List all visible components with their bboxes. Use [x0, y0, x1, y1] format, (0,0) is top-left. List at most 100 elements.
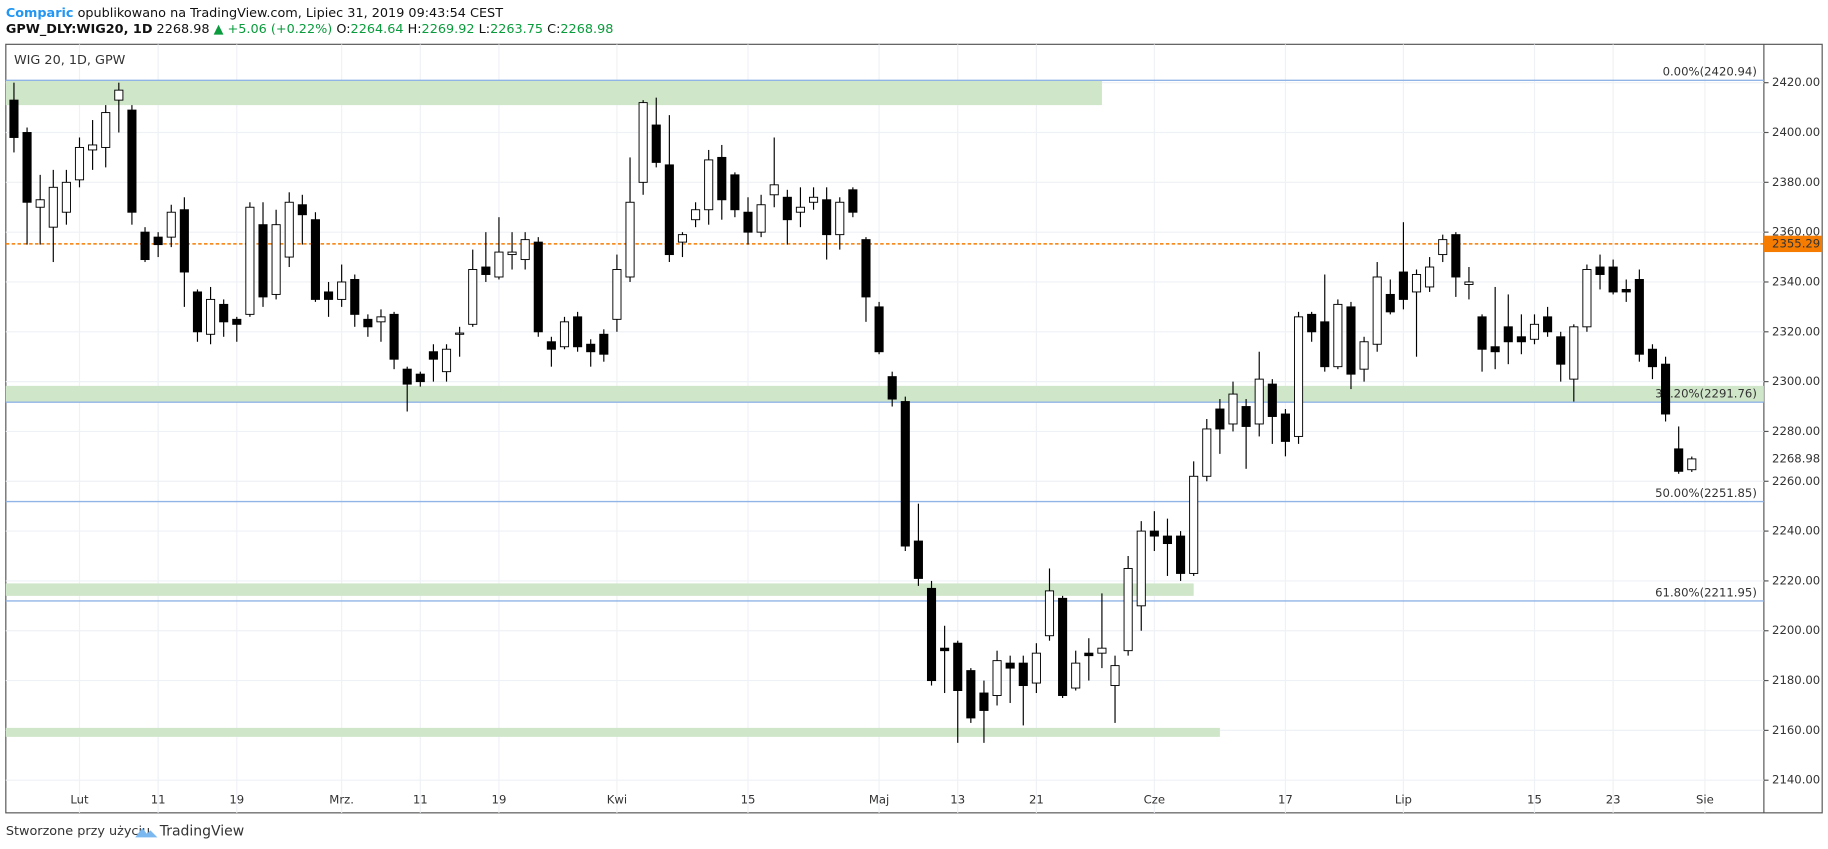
candle-body — [743, 211, 753, 233]
candle-body — [1608, 266, 1618, 293]
chart-title: WIG 20, 1D, GPW — [14, 53, 126, 68]
candle-body — [677, 234, 688, 243]
candle-body — [1149, 530, 1159, 537]
candle-body — [1110, 665, 1120, 687]
last: 2268.98 — [157, 22, 210, 37]
candle-body — [769, 184, 779, 196]
candle-body — [310, 219, 320, 300]
candle-body — [61, 181, 71, 213]
y-tick-label: 2320.00 — [1772, 324, 1820, 338]
zone — [5, 727, 1220, 737]
candle-body — [1136, 530, 1146, 607]
candle-body — [1477, 316, 1487, 350]
candle-body — [651, 124, 661, 163]
footer-brand[interactable]: TradingView — [159, 824, 244, 840]
x-tick-label: 13 — [950, 793, 965, 807]
zone — [5, 385, 1764, 402]
candle-body — [271, 224, 281, 295]
candle-body — [1647, 348, 1658, 368]
x-tick-label: 21 — [1029, 793, 1044, 807]
candle-body — [415, 373, 425, 383]
candle-body — [1097, 647, 1107, 654]
candle-body — [822, 199, 832, 236]
y-tick-label: 2260.00 — [1772, 474, 1820, 488]
candle-body — [1293, 316, 1304, 437]
candle-body — [953, 642, 963, 691]
h: 2269.92 — [422, 22, 475, 37]
candle-body — [1490, 346, 1500, 353]
author[interactable]: Comparic — [6, 5, 74, 20]
candle-body — [114, 89, 124, 101]
candle-body — [887, 376, 897, 400]
o: 2264.64 — [351, 22, 404, 37]
candle-body — [363, 318, 373, 328]
candle-body — [1595, 266, 1605, 275]
x-tick-label: Sie — [1696, 793, 1714, 807]
candle-body — [1503, 326, 1513, 343]
candle-body — [1411, 274, 1422, 293]
candle-body — [1556, 336, 1566, 365]
candle-body — [1280, 413, 1290, 442]
candle-body — [428, 351, 438, 360]
zone — [5, 583, 1194, 596]
candle-body — [350, 279, 360, 315]
candle-body — [1215, 408, 1225, 430]
candle-body — [691, 209, 701, 221]
frame — [5, 43, 1823, 814]
candle-body — [1228, 393, 1238, 425]
candle-body — [559, 321, 570, 348]
c-label: C: — [547, 22, 560, 37]
price-tag — [1763, 235, 1823, 253]
candle-body — [22, 132, 32, 203]
candle-body — [74, 146, 85, 181]
candle-body — [625, 201, 635, 278]
published: opublikowano na TradingView.com, Lipiec … — [78, 5, 504, 20]
candle-body — [756, 204, 766, 233]
candle-body — [1464, 281, 1474, 285]
x-tick-label: 19 — [492, 793, 507, 807]
candle-body — [455, 332, 465, 335]
candle-body — [730, 174, 740, 211]
footer-text: Stworzone przy użyciu — [6, 824, 150, 839]
candle-body — [1661, 363, 1671, 415]
candle-body — [1634, 279, 1644, 355]
x-tick-label: Mrz. — [329, 793, 354, 807]
candle-body — [48, 186, 58, 228]
l-label: L: — [479, 22, 490, 37]
candle-body — [664, 164, 674, 256]
price-tag-label: 2355.29 — [1772, 236, 1820, 250]
tv-logo — [135, 828, 158, 838]
candle-body — [704, 159, 714, 211]
candle-body — [1044, 590, 1055, 637]
candle-body — [1267, 383, 1277, 417]
candle-body — [1621, 288, 1631, 293]
x-tick-label: 19 — [229, 793, 244, 807]
candle-body — [192, 291, 203, 333]
candle-body — [992, 660, 1002, 696]
candle-body — [88, 144, 98, 151]
l: 2263.75 — [490, 22, 543, 37]
candle-body — [874, 306, 884, 353]
candle-body — [1031, 652, 1041, 684]
candle-body — [1084, 652, 1094, 657]
y-tick-label: 2200.00 — [1772, 623, 1820, 637]
x-tick-label: 11 — [151, 793, 166, 807]
zone — [5, 80, 1102, 106]
candle-body — [1425, 266, 1435, 288]
candle-body — [337, 281, 347, 300]
candle-body — [1189, 475, 1199, 574]
candle-body — [1674, 448, 1684, 472]
candle-body — [140, 231, 150, 261]
candle-body — [586, 343, 596, 353]
candle-body — [809, 196, 819, 203]
candle-body — [926, 587, 937, 682]
y-tick-label: 2340.00 — [1772, 274, 1820, 288]
candle-body — [389, 313, 399, 360]
candle-body — [533, 241, 543, 333]
fib-label: 0.00%(2420.94) — [1663, 65, 1757, 79]
x-tick-label: 23 — [1606, 793, 1621, 807]
y-tick-label: 2220.00 — [1772, 573, 1820, 587]
candle-body — [9, 99, 19, 138]
x-tick-label: 15 — [1527, 793, 1542, 807]
change: ▲ +5.06 (+0.22%) — [214, 22, 333, 37]
